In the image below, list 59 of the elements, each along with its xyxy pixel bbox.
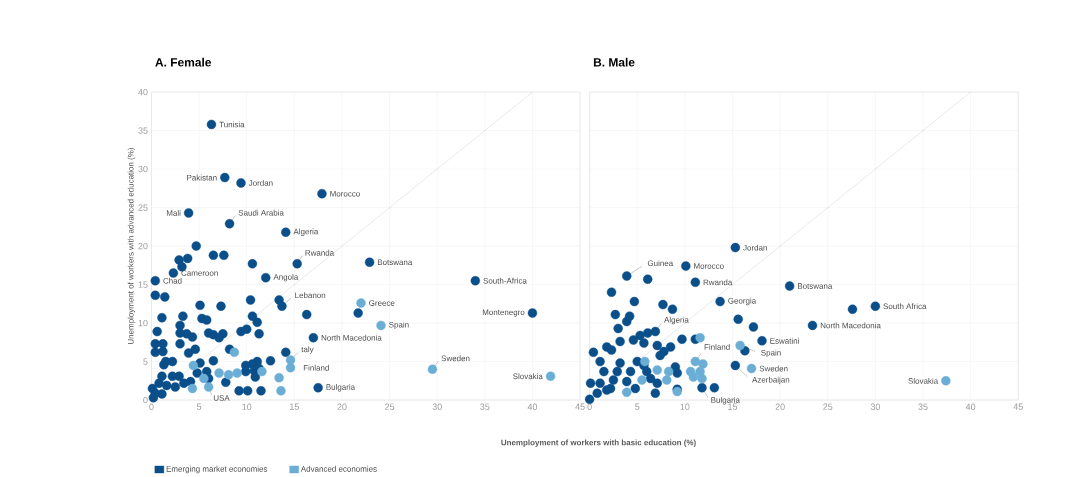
x-tick-label: 45 [575,403,585,410]
y-tick-label: 10 [138,319,148,327]
point [637,375,647,385]
y-tick-label: 30 [138,165,148,173]
point [662,375,672,385]
chart-title: B. Male [593,57,635,67]
point [941,376,951,386]
point [199,373,209,384]
point [545,371,556,381]
point [695,332,705,343]
point [203,382,214,392]
x-tick-label: 30 [870,403,880,410]
chart-title: A. Female [155,57,212,67]
x-tick-label: 35 [480,403,490,410]
y-tick-label: 25 [138,204,148,211]
point [285,355,296,365]
y-tick-label: 35 [138,127,148,134]
x-tick-label: 15 [290,403,299,410]
x-tick-label: 25 [385,403,395,410]
point [188,360,199,371]
point [698,359,708,369]
x-tick-label: 30 [432,403,442,410]
point [356,298,366,308]
x-tick-label: 40 [965,403,976,410]
x-tick-label: 20 [775,403,785,410]
point [652,365,662,375]
point [376,320,386,331]
x-tick-label: 25 [823,403,833,410]
point [735,340,745,351]
x-tick-label: 40 [527,403,538,410]
x-tick-label: 15 [728,403,738,410]
point [223,369,234,380]
x-tick-label: 45 [1013,403,1023,410]
x-tick-label: 20 [337,403,347,410]
point [274,373,284,383]
y-tick-label: 0 [143,396,148,404]
x-tick-label: 0 [149,403,154,410]
x-tick-label: 35 [918,403,928,410]
point [276,386,286,396]
x-tick-label: 5 [635,403,640,410]
point [640,356,650,367]
y-tick-label: 15 [138,281,148,288]
point [232,368,242,378]
x-tick-label: 10 [680,403,690,410]
x-tick-label: 10 [242,403,252,410]
point [187,383,198,394]
y-tick-label: 40 [138,88,148,96]
point [663,366,674,377]
point [214,368,224,378]
point [697,373,707,384]
point [229,347,240,357]
x-tick-label: 5 [196,403,202,410]
x-tick-label: 0 [587,403,592,410]
y-tick-label: 5 [143,358,148,365]
point [622,387,632,398]
point [427,364,438,374]
y-tick-label: 20 [138,242,148,250]
point [746,363,757,374]
point [688,372,699,382]
